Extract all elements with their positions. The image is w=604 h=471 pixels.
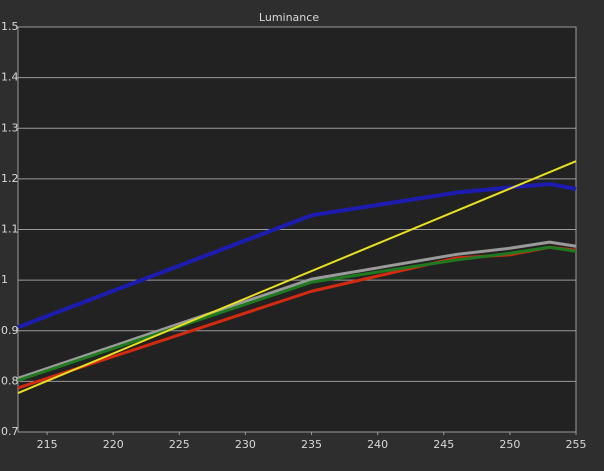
y-tick-label: 1.3 [1,121,19,134]
y-tick-label: 1.2 [1,172,19,185]
x-tick-label: 240 [367,438,388,451]
plot-border [17,26,577,433]
series-line [17,160,577,394]
x-tick-label: 220 [103,438,124,451]
x-tick-label: 215 [37,438,58,451]
y-tick-label: 1.5 [1,20,19,33]
series-line [17,240,577,380]
x-tick-label: 250 [499,438,520,451]
x-tick-label: 235 [301,438,322,451]
x-tick-label: 255 [566,438,587,451]
y-tick-label: 1.1 [1,223,19,236]
y-tick-label: 0.8 [1,374,19,387]
y-tick-label: 1 [1,273,8,286]
y-tick-label: 0.7 [1,425,19,438]
y-tick-label: 0.9 [1,324,19,337]
y-tick-label: 1.4 [1,71,19,84]
x-tick-label: 245 [433,438,454,451]
series-line [17,245,577,382]
chart-title: Luminance [259,11,319,24]
x-tick-label: 225 [169,438,190,451]
series-line [17,181,577,330]
x-tick-label: 230 [235,438,256,451]
